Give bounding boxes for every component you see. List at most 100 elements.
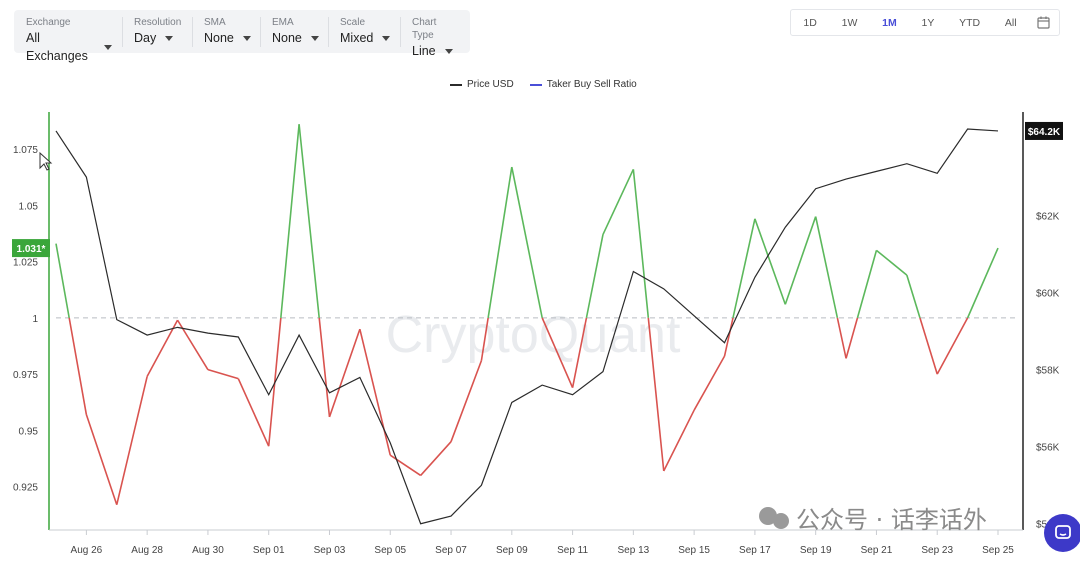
- x-axis-tick-label: Sep 05: [374, 545, 406, 556]
- left-axis-tick-label: 1.025: [13, 258, 38, 269]
- exchange-value: All Exchanges: [26, 31, 88, 63]
- x-axis-tick-label: Sep 03: [314, 545, 346, 556]
- ema-label: EMA: [272, 17, 294, 28]
- exchange-dropdown[interactable]: Exchange All Exchanges: [14, 10, 122, 63]
- exchange-label: Exchange: [26, 17, 71, 28]
- left-axis-tick-label: 1: [32, 314, 38, 325]
- chevron-down-icon: [104, 44, 112, 50]
- wechat-logo-icon: [773, 513, 789, 529]
- ratio-line-segment: [845, 317, 859, 359]
- sma-label: SMA: [204, 17, 226, 28]
- range-button-ytd[interactable]: YTD: [959, 16, 981, 29]
- scale-dropdown[interactable]: Scale Mixed: [328, 10, 400, 53]
- range-button-1m[interactable]: 1M: [882, 16, 897, 29]
- ratio-line-segment: [919, 317, 938, 375]
- ratio-current-label: 1.031*: [17, 244, 46, 255]
- wechat-logo-icon: [759, 507, 777, 525]
- ratio-line-segment: [328, 328, 361, 418]
- ratio-line-segment: [663, 409, 695, 472]
- ratio-line-segment: [602, 168, 635, 235]
- chart-type-label: Chart Type: [412, 17, 437, 41]
- ratio-line-segment: [480, 317, 489, 361]
- chevron-down-icon: [242, 35, 251, 41]
- ratio-line-segment: [784, 216, 817, 305]
- resolution-label: Resolution: [134, 17, 182, 28]
- ema-value: None: [272, 31, 302, 45]
- ema-dropdown[interactable]: EMA None: [260, 10, 328, 53]
- ratio-line-segment: [487, 166, 513, 318]
- wechat-watermark-text: 公众号 · 话李话外: [796, 506, 987, 534]
- sma-value: None: [204, 31, 234, 45]
- calendar-icon[interactable]: [1029, 16, 1059, 29]
- x-axis-tick-label: Sep 13: [618, 545, 650, 556]
- x-axis-tick-label: Aug 26: [71, 545, 103, 556]
- resolution-dropdown[interactable]: Resolution Day: [122, 10, 192, 53]
- ratio-line-segment: [836, 317, 847, 359]
- x-axis-tick-label: Sep 01: [253, 545, 285, 556]
- chevron-down-icon: [165, 35, 174, 41]
- ratio-line-segment: [754, 218, 787, 305]
- scale-value: Mixed: [340, 31, 374, 45]
- ratio-line-segment: [318, 317, 331, 418]
- right-axis-tick-label: $60K: [1036, 289, 1060, 300]
- ratio-line-segment: [280, 124, 300, 318]
- x-axis-tick-label: Sep 21: [861, 545, 893, 556]
- chat-button[interactable]: [1044, 514, 1080, 552]
- ratio-line-segment: [856, 250, 878, 319]
- legend-swatch-ratio: [529, 83, 542, 86]
- right-axis-tick-label: $58K: [1036, 366, 1060, 377]
- left-axis-tick-label: 0.95: [19, 426, 39, 437]
- time-range-selector: 1D 1W 1M 1Y YTD All: [790, 9, 1060, 36]
- legend-swatch-price: [450, 83, 462, 86]
- chat-bubble-icon: [1055, 525, 1071, 539]
- range-button-1y[interactable]: 1Y: [921, 16, 935, 29]
- right-axis-tick-label: $62K: [1036, 212, 1060, 223]
- left-axis-tick-label: 1.075: [13, 145, 38, 156]
- range-button-1d[interactable]: 1D: [803, 16, 817, 29]
- chart-type-dropdown[interactable]: Chart Type Line: [400, 10, 470, 58]
- ratio-line-segment: [693, 355, 726, 411]
- ratio-line-segment: [511, 166, 543, 319]
- ratio-line-segment: [359, 328, 392, 456]
- ratio-line-segment: [732, 218, 756, 319]
- scale-label: Scale: [340, 17, 366, 28]
- x-axis-tick-label: Sep 09: [496, 545, 528, 556]
- left-axis-tick-label: 0.975: [13, 370, 38, 381]
- price-current-label: $64.2K: [1028, 127, 1061, 138]
- x-axis-tick-label: Sep 23: [921, 545, 953, 556]
- ratio-line-segment: [875, 249, 908, 276]
- legend-label-ratio: Taker Buy Sell Ratio: [546, 79, 637, 90]
- ratio-line-segment: [450, 360, 483, 442]
- ratio-line-segment: [298, 124, 320, 318]
- left-axis-tick-label: 0.925: [13, 483, 38, 494]
- price-current-badge: [1025, 121, 1063, 140]
- price-line: [55, 128, 999, 525]
- legend-item-ratio[interactable]: Taker Buy Sell Ratio: [529, 79, 637, 90]
- resolution-value: Day: [134, 31, 157, 45]
- chart-toolbar: Exchange All Exchanges Resolution Day SM…: [14, 10, 470, 63]
- ratio-line-segment: [146, 319, 179, 377]
- ratio-line-segment: [176, 319, 209, 371]
- sma-dropdown[interactable]: SMA None: [192, 10, 260, 53]
- x-axis-tick-label: Sep 07: [435, 545, 467, 556]
- ratio-line-segment: [237, 378, 270, 447]
- ratio-line-segment: [814, 216, 839, 319]
- ratio-line-segment: [585, 234, 604, 319]
- x-axis-tick-label: Aug 28: [131, 545, 163, 556]
- ratio-line-segment: [723, 317, 734, 357]
- x-axis-tick-label: Aug 30: [192, 545, 224, 556]
- legend-label-price: Price USD: [467, 79, 514, 90]
- x-axis-tick-label: Sep 19: [800, 545, 832, 556]
- chevron-down-icon: [444, 48, 453, 54]
- mouse-cursor-icon: [39, 151, 53, 171]
- range-button-all[interactable]: All: [1004, 16, 1017, 29]
- ratio-line-segment: [85, 414, 118, 505]
- legend-item-price[interactable]: Price USD: [450, 79, 514, 90]
- range-button-1w[interactable]: 1W: [841, 16, 858, 29]
- left-axis-tick-label: 1.05: [19, 201, 39, 212]
- ratio-line-segment: [420, 441, 452, 476]
- ratio-line-segment: [632, 169, 650, 318]
- chart-legend: Price USD Taker Buy Sell Ratio: [450, 79, 653, 90]
- chevron-down-icon: [310, 35, 319, 41]
